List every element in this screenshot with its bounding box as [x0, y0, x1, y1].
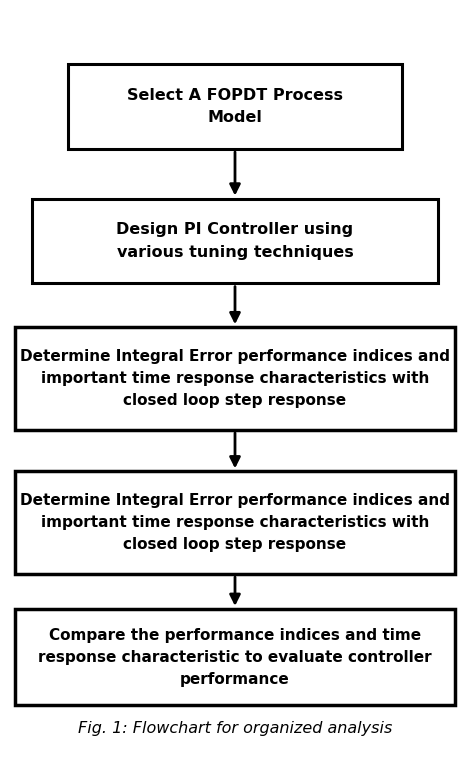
- FancyBboxPatch shape: [32, 199, 438, 283]
- Text: Select A FOPDT Process
Model: Select A FOPDT Process Model: [127, 88, 343, 125]
- FancyBboxPatch shape: [15, 610, 455, 705]
- Text: Determine Integral Error performance indices and
important time response charact: Determine Integral Error performance ind…: [20, 349, 450, 408]
- FancyBboxPatch shape: [15, 471, 455, 574]
- Text: Compare the performance indices and time
response characteristic to evaluate con: Compare the performance indices and time…: [38, 627, 432, 687]
- Text: Design PI Controller using
various tuning techniques: Design PI Controller using various tunin…: [117, 222, 353, 260]
- FancyBboxPatch shape: [15, 327, 455, 430]
- FancyBboxPatch shape: [68, 64, 402, 149]
- Text: Determine Integral Error performance indices and
important time response charact: Determine Integral Error performance ind…: [20, 493, 450, 552]
- Text: Fig. 1: Flowchart for organized analysis: Fig. 1: Flowchart for organized analysis: [78, 721, 392, 736]
